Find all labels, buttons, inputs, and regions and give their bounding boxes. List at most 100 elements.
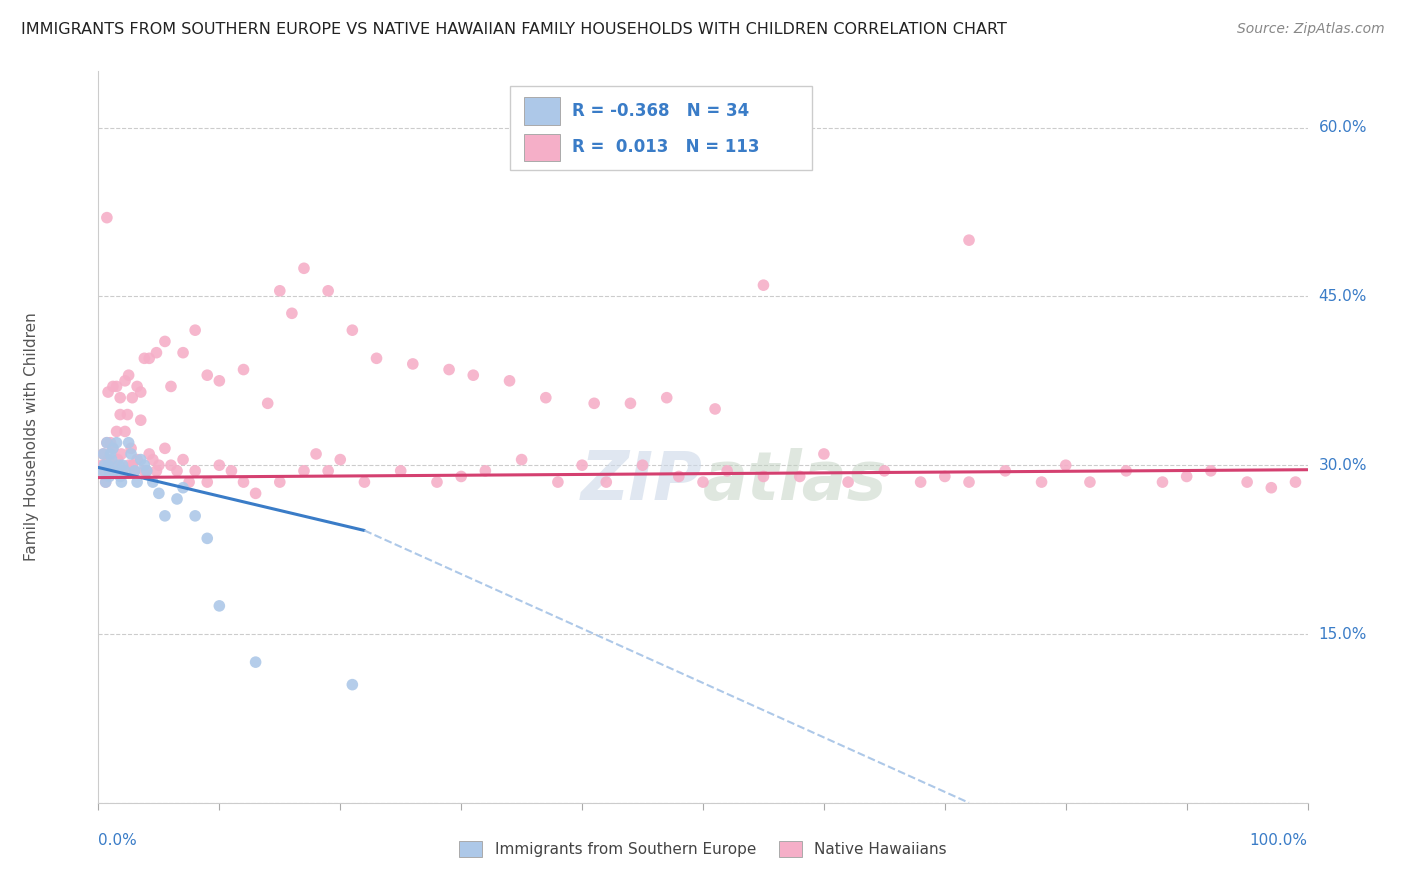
Point [389,464,412,478]
Point [195,368,218,383]
Point [100,435,122,450]
Point [105,425,128,439]
Point [292,464,315,478]
Legend: Immigrants from Southern Europe, Native Hawaiians: Immigrants from Southern Europe, Native … [460,841,946,857]
Point [97,452,120,467]
Text: 60.0%: 60.0% [1319,120,1367,135]
Point [1031,475,1053,489]
Point [94,475,117,489]
Text: 45.0%: 45.0% [1319,289,1367,304]
Point [353,475,375,489]
Point [129,452,152,467]
Point [135,464,157,478]
Point [1284,475,1306,489]
Point [813,447,835,461]
Point [437,362,460,376]
Point [208,458,231,473]
Text: 0.0%: 0.0% [98,833,138,848]
Text: Source: ZipAtlas.com: Source: ZipAtlas.com [1237,22,1385,37]
Point [121,458,143,473]
Point [103,464,125,478]
Point [195,532,218,546]
Point [342,678,364,692]
FancyBboxPatch shape [509,86,811,170]
Point [342,323,364,337]
Text: 15.0%: 15.0% [1319,626,1367,641]
Point [108,391,131,405]
Point [366,351,388,366]
Point [145,345,167,359]
FancyBboxPatch shape [524,134,561,161]
Point [281,306,304,320]
Point [704,401,727,416]
Point [1199,464,1222,478]
Point [631,458,654,473]
Point [114,374,136,388]
Text: IMMIGRANTS FROM SOUTHERN EUROPE VS NATIVE HAWAIIAN FAMILY HOUSEHOLDS WITH CHILDR: IMMIGRANTS FROM SOUTHERN EUROPE VS NATIV… [21,22,1007,37]
Point [292,261,315,276]
Point [100,452,122,467]
Point [98,469,121,483]
Point [148,486,170,500]
Point [98,464,121,478]
Point [127,452,149,467]
Text: R = -0.368   N = 34: R = -0.368 N = 34 [572,102,749,120]
Point [583,396,606,410]
Point [208,374,231,388]
Point [172,345,194,359]
Point [184,323,207,337]
Point [91,464,114,478]
Point [91,447,114,461]
Point [148,458,170,473]
Point [716,464,738,478]
Point [124,464,146,478]
Point [957,475,980,489]
Point [655,391,678,405]
Point [111,458,134,473]
Point [910,475,932,489]
Point [873,464,896,478]
Point [1054,458,1077,473]
Point [118,368,141,383]
Point [195,475,218,489]
Point [117,408,139,422]
Point [138,447,160,461]
Point [172,481,194,495]
Point [129,385,152,400]
Point [1115,464,1137,478]
Point [97,458,120,473]
Point [160,379,183,393]
Point [316,284,339,298]
Point [142,452,165,467]
Point [93,464,115,478]
Text: 100.0%: 100.0% [1250,833,1308,848]
Text: ZIP: ZIP [581,448,703,514]
Point [153,442,176,456]
Point [1236,475,1258,489]
Point [534,391,557,405]
FancyBboxPatch shape [524,97,561,125]
Point [426,475,449,489]
Point [96,435,118,450]
Point [166,491,188,506]
Point [135,464,157,478]
Point [474,464,496,478]
Point [166,464,188,478]
Point [134,458,156,473]
Point [160,458,183,473]
Point [101,442,124,456]
Point [105,379,128,393]
Point [571,458,593,473]
Point [316,464,339,478]
Point [120,442,142,456]
Point [96,435,118,450]
Point [498,374,520,388]
Text: 30.0%: 30.0% [1319,458,1367,473]
Point [108,469,131,483]
Point [114,425,136,439]
Point [179,475,201,489]
Text: atlas: atlas [703,448,887,514]
Point [118,435,141,450]
Point [94,475,117,489]
Point [129,413,152,427]
